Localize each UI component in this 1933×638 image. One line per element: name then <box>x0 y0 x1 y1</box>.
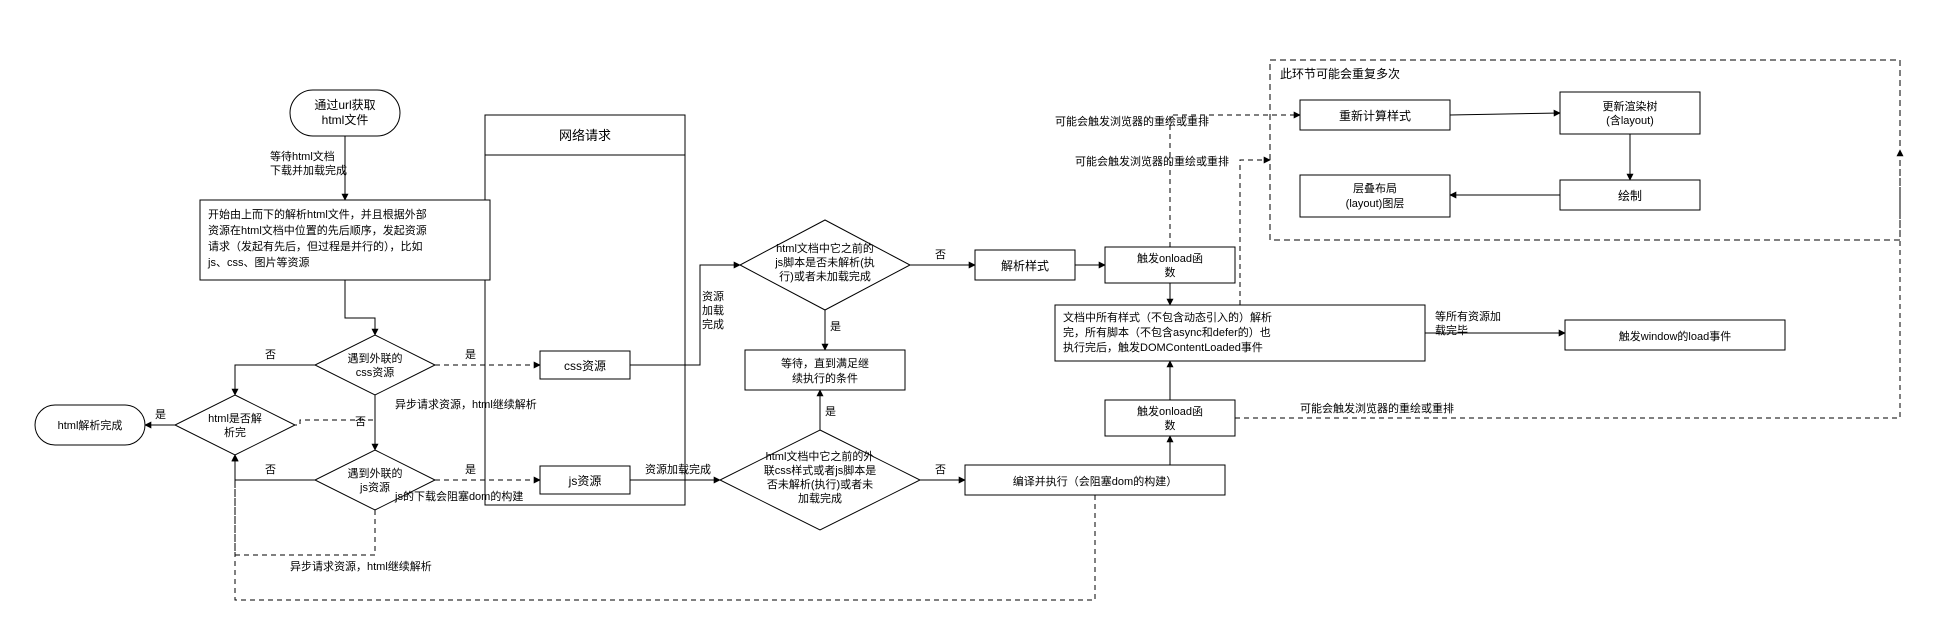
svg-text:触发onload函: 触发onload函 <box>1137 404 1203 418</box>
node-js-res: js资源 <box>540 466 630 494</box>
svg-text:异步请求资源，html继续解析: 异步请求资源，html继续解析 <box>290 559 432 573</box>
svg-text:开始由上而下的解析html文件，并且根据外部: 开始由上而下的解析html文件，并且根据外部 <box>208 207 427 221</box>
svg-text:网络请求: 网络请求 <box>559 128 611 143</box>
svg-text:可能会触发浏览器的重绘或重排: 可能会触发浏览器的重绘或重排 <box>1075 154 1229 168</box>
svg-text:执行完后，触发DOMContentLoaded事件: 执行完后，触发DOMContentLoaded事件 <box>1063 340 1263 354</box>
svg-text:资源在html文档中位置的先后顺序，发起资源: 资源在html文档中位置的先后顺序，发起资源 <box>208 223 427 237</box>
edge-label-res-v1: 资源 <box>702 289 724 303</box>
svg-text:是: 是 <box>465 348 476 361</box>
svg-text:遇到外联的: 遇到外联的 <box>348 466 403 480</box>
svg-text:js的下载会阻塞dom的构建: js的下载会阻塞dom的构建 <box>394 489 523 503</box>
node-css-res: css资源 <box>540 351 630 379</box>
svg-text:通过url获取: 通过url获取 <box>314 98 375 112</box>
svg-text:是: 是 <box>825 405 836 418</box>
svg-text:html文档中它之前的外: html文档中它之前的外 <box>766 449 875 463</box>
edge-label-wait-dl: 等待html文档 <box>270 149 335 163</box>
svg-text:可能会触发浏览器的重绘或重排: 可能会触发浏览器的重绘或重排 <box>1055 114 1209 128</box>
svg-text:更新渲染树: 更新渲染树 <box>1603 99 1658 113</box>
edge-label-res-v2: 加载 <box>702 304 724 317</box>
svg-text:否: 否 <box>265 349 276 361</box>
svg-text:html解析完成: html解析完成 <box>58 418 123 432</box>
svg-text:否未解析(执行)或者未: 否未解析(执行)或者未 <box>767 477 873 491</box>
svg-text:异步请求资源，html继续解析: 异步请求资源，html继续解析 <box>395 397 537 411</box>
svg-text:触发onload函: 触发onload函 <box>1137 251 1203 265</box>
svg-text:否: 否 <box>355 416 366 428</box>
svg-text:行)或者未加载完成: 行)或者未加载完成 <box>779 269 871 283</box>
edge-label-wait-dl2: 下载并加载完成 <box>270 163 347 177</box>
svg-text:html是否解: html是否解 <box>208 411 262 425</box>
edge-label-all2: 载完毕 <box>1435 323 1468 337</box>
svg-text:完，所有脚本（不包含async和defer的）也: 完，所有脚本（不包含async和defer的）也 <box>1063 325 1271 339</box>
node-css-ext: 遇到外联的 css资源 <box>315 335 435 395</box>
node-start: 通过url获取 html文件 <box>290 90 400 136</box>
svg-text:(layout)图层: (layout)图层 <box>1346 197 1405 210</box>
node-js-check: html文档中它之前的外 联css样式或者js脚本是 否未解析(执行)或者未 加… <box>720 430 920 530</box>
svg-text:析完: 析完 <box>224 425 246 439</box>
svg-text:js脚本是否未解析(执: js脚本是否未解析(执 <box>774 255 875 269</box>
svg-text:html文档中它之前的: html文档中它之前的 <box>776 241 874 255</box>
svg-text:可能会触发浏览器的重绘或重排: 可能会触发浏览器的重绘或重排 <box>1300 401 1454 415</box>
svg-text:解析样式: 解析样式 <box>1001 258 1049 273</box>
svg-text:联css样式或者js脚本是: 联css样式或者js脚本是 <box>764 463 876 477</box>
svg-text:触发window的load事件: 触发window的load事件 <box>1619 329 1731 343</box>
svg-text:数: 数 <box>1165 419 1176 432</box>
svg-text:此环节可能会重复多次: 此环节可能会重复多次 <box>1280 67 1400 81</box>
svg-text:绘制: 绘制 <box>1618 188 1642 203</box>
node-css-check: html文档中它之前的 js脚本是否未解析(执 行)或者未加载完成 <box>740 220 910 310</box>
node-recalc: 重新计算样式 <box>1300 100 1450 130</box>
svg-text:html文件: html文件 <box>322 112 369 127</box>
svg-text:重新计算样式: 重新计算样式 <box>1339 108 1411 123</box>
node-dcl: 文档中所有样式（不包含动态引入的）解析 完，所有脚本（不包含async和defe… <box>1055 305 1425 361</box>
svg-text:css资源: css资源 <box>564 359 606 373</box>
node-parsed: html解析完成 <box>35 405 145 445</box>
node-render-tree: 更新渲染树 (含layout) <box>1560 92 1700 134</box>
node-wait: 等待，直到满足继 续执行的条件 <box>745 350 905 390</box>
svg-text:遇到外联的: 遇到外联的 <box>348 351 403 365</box>
node-layout: 层叠布局 (layout)图层 <box>1300 175 1450 217</box>
svg-text:否: 否 <box>935 249 946 261</box>
svg-text:js资源: js资源 <box>359 480 390 494</box>
svg-text:续执行的条件: 续执行的条件 <box>792 371 858 385</box>
node-onload2: 触发onload函 数 <box>1105 400 1235 436</box>
edge-label-all1: 等所有资源加 <box>1435 309 1501 323</box>
svg-text:等待，直到满足继: 等待，直到满足继 <box>781 356 869 370</box>
node-load-event: 触发window的load事件 <box>1565 320 1785 350</box>
node-compile: 编译并执行（会阻塞dom的构建） <box>965 465 1225 495</box>
container-network: 网络请求 <box>485 115 685 505</box>
svg-text:css资源: css资源 <box>356 365 395 379</box>
svg-text:js、css、图片等资源: js、css、图片等资源 <box>207 255 309 269</box>
svg-text:是: 是 <box>830 320 841 333</box>
svg-text:否: 否 <box>935 464 946 476</box>
svg-text:请求（发起有先后，但过程是并行的），比如: 请求（发起有先后，但过程是并行的），比如 <box>208 239 423 253</box>
svg-text:资源加载完成: 资源加载完成 <box>645 462 711 476</box>
edge-label-res-v3: 完成 <box>702 317 724 331</box>
svg-text:js资源: js资源 <box>568 474 602 488</box>
node-parse-style: 解析样式 <box>975 250 1075 280</box>
svg-text:编译并执行（会阻塞dom的构建）: 编译并执行（会阻塞dom的构建） <box>1013 474 1177 488</box>
flowchart: 网络请求 此环节可能会重复多次 通过url获取 html文件 开始由上而下的解析… <box>0 0 1933 638</box>
node-paint: 绘制 <box>1560 180 1700 210</box>
svg-text:否: 否 <box>265 464 276 476</box>
svg-text:加载完成: 加载完成 <box>798 491 842 505</box>
svg-text:层叠布局: 层叠布局 <box>1353 182 1397 195</box>
svg-text:数: 数 <box>1165 266 1176 279</box>
node-html-done: html是否解 析完 <box>175 395 295 455</box>
svg-text:(含layout): (含layout) <box>1606 113 1654 127</box>
svg-text:是: 是 <box>155 408 166 421</box>
node-onload1: 触发onload函 数 <box>1105 247 1235 283</box>
node-parse-html: 开始由上而下的解析html文件，并且根据外部 资源在html文档中位置的先后顺序… <box>200 200 490 280</box>
svg-text:是: 是 <box>465 463 476 476</box>
svg-text:文档中所有样式（不包含动态引入的）解析: 文档中所有样式（不包含动态引入的）解析 <box>1063 310 1272 324</box>
